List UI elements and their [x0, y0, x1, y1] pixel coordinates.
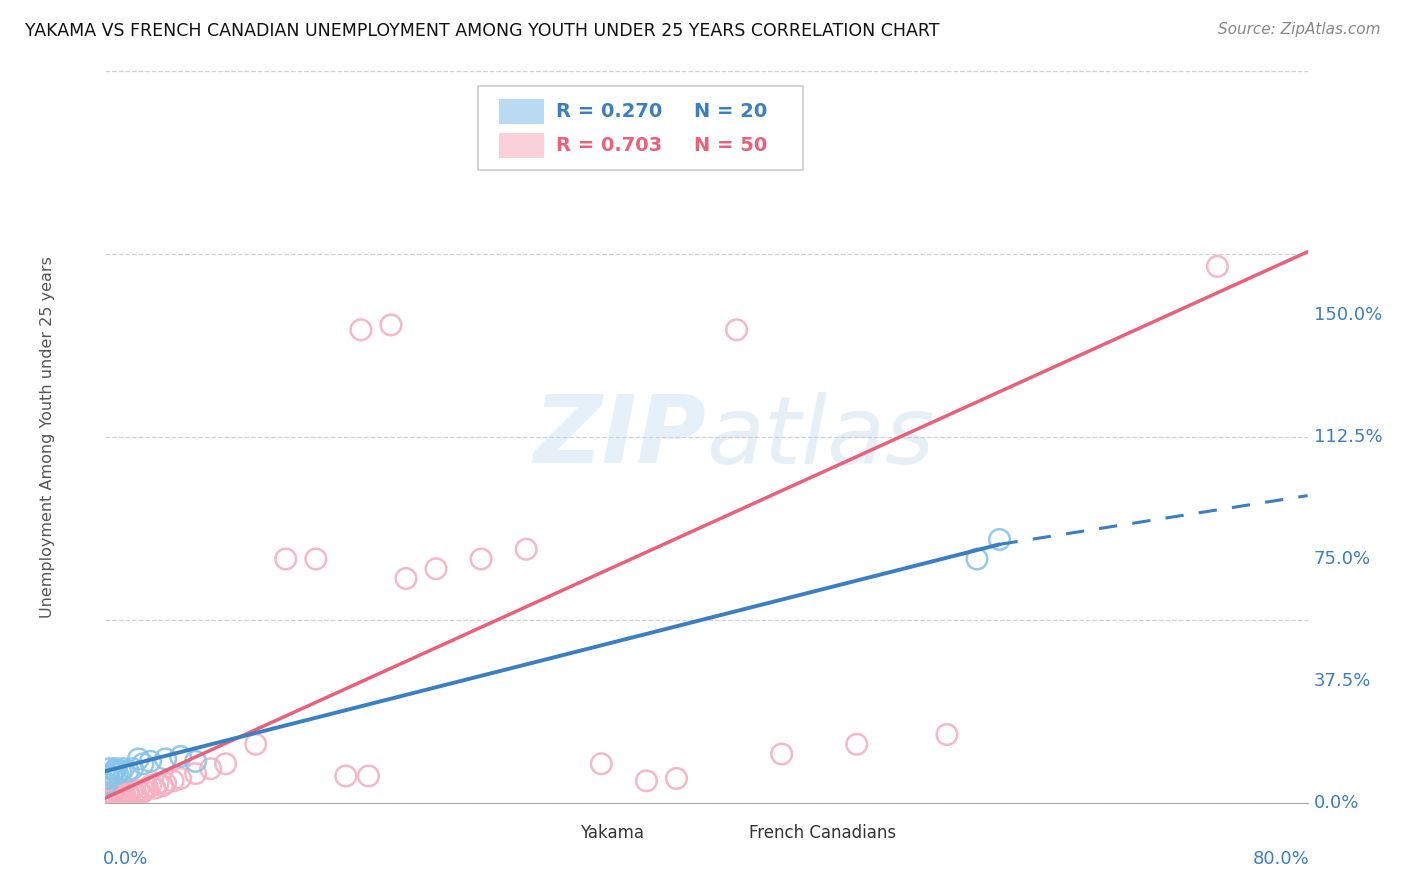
FancyBboxPatch shape [533, 823, 572, 842]
Point [110, 764, 132, 778]
Point [155, 776, 177, 790]
Point [103, 764, 125, 778]
Point [104, 791, 127, 805]
Point [134, 783, 156, 797]
Point [104, 762, 127, 776]
Point [124, 786, 146, 800]
Point [725, 323, 748, 337]
Point [121, 762, 143, 776]
Point [112, 786, 135, 800]
Point [200, 762, 222, 776]
Point [515, 542, 537, 557]
Point [169, 749, 191, 764]
Point [128, 783, 150, 797]
Point [101, 766, 124, 780]
Point [97, 786, 120, 800]
Point [184, 755, 207, 769]
Text: ZIP: ZIP [534, 391, 707, 483]
Text: Source: ZipAtlas.com: Source: ZipAtlas.com [1218, 22, 1381, 37]
Point [100, 769, 122, 783]
Point [97, 772, 120, 786]
Point [770, 747, 793, 761]
Point [636, 773, 658, 788]
Point [380, 318, 402, 332]
Text: N = 50: N = 50 [695, 136, 768, 154]
Point [335, 769, 357, 783]
Point [108, 789, 131, 803]
Text: 0.0%: 0.0% [103, 850, 149, 868]
Point [305, 552, 328, 566]
Point [121, 783, 143, 797]
Point [350, 323, 373, 337]
Text: 112.5%: 112.5% [1313, 428, 1382, 446]
Point [107, 766, 129, 780]
Point [665, 772, 688, 786]
Point [103, 789, 125, 803]
Point [139, 755, 162, 769]
Point [111, 789, 134, 803]
Point [107, 786, 129, 800]
Text: 80.0%: 80.0% [1253, 850, 1310, 868]
Text: atlas: atlas [707, 392, 935, 483]
Text: 75.0%: 75.0% [1313, 550, 1371, 568]
Text: N = 20: N = 20 [695, 102, 768, 121]
Point [128, 752, 150, 766]
Point [96, 791, 118, 805]
Point [139, 779, 162, 793]
Text: Unemployment Among Youth under 25 years: Unemployment Among Youth under 25 years [41, 256, 55, 618]
Point [143, 781, 166, 796]
Point [1206, 260, 1229, 274]
Point [274, 552, 297, 566]
Point [118, 789, 141, 803]
Text: R = 0.703: R = 0.703 [557, 136, 662, 154]
Text: Yakama: Yakama [581, 824, 644, 842]
Point [96, 776, 118, 790]
Text: French Canadians: French Canadians [748, 824, 896, 842]
Point [100, 791, 122, 805]
Point [395, 572, 418, 586]
Point [162, 773, 184, 788]
Point [845, 737, 868, 751]
Point [152, 779, 174, 793]
Point [245, 737, 267, 751]
Text: 37.5%: 37.5% [1313, 672, 1371, 690]
FancyBboxPatch shape [499, 99, 544, 124]
Point [117, 786, 139, 800]
Point [357, 769, 380, 783]
FancyBboxPatch shape [478, 86, 803, 170]
Point [132, 756, 155, 771]
Point [114, 789, 136, 803]
Point [101, 786, 124, 800]
Point [117, 764, 139, 778]
Text: R = 0.270: R = 0.270 [557, 102, 662, 121]
Point [425, 562, 447, 576]
Point [136, 781, 159, 796]
Point [214, 756, 236, 771]
Point [470, 552, 492, 566]
FancyBboxPatch shape [700, 823, 740, 842]
Point [591, 756, 613, 771]
Point [146, 776, 169, 790]
FancyBboxPatch shape [499, 133, 544, 158]
Point [936, 727, 959, 741]
Point [155, 752, 177, 766]
Point [98, 789, 121, 803]
Point [112, 762, 135, 776]
Text: YAKAMA VS FRENCH CANADIAN UNEMPLOYMENT AMONG YOUTH UNDER 25 YEARS CORRELATION CH: YAKAMA VS FRENCH CANADIAN UNEMPLOYMENT A… [25, 22, 939, 40]
Point [131, 786, 153, 800]
Text: 150.0%: 150.0% [1313, 306, 1382, 324]
Point [966, 552, 988, 566]
Point [169, 772, 191, 786]
Point [98, 762, 121, 776]
Point [184, 766, 207, 780]
Point [988, 533, 1011, 547]
Point [110, 786, 132, 800]
Text: 0.0%: 0.0% [1313, 794, 1360, 812]
